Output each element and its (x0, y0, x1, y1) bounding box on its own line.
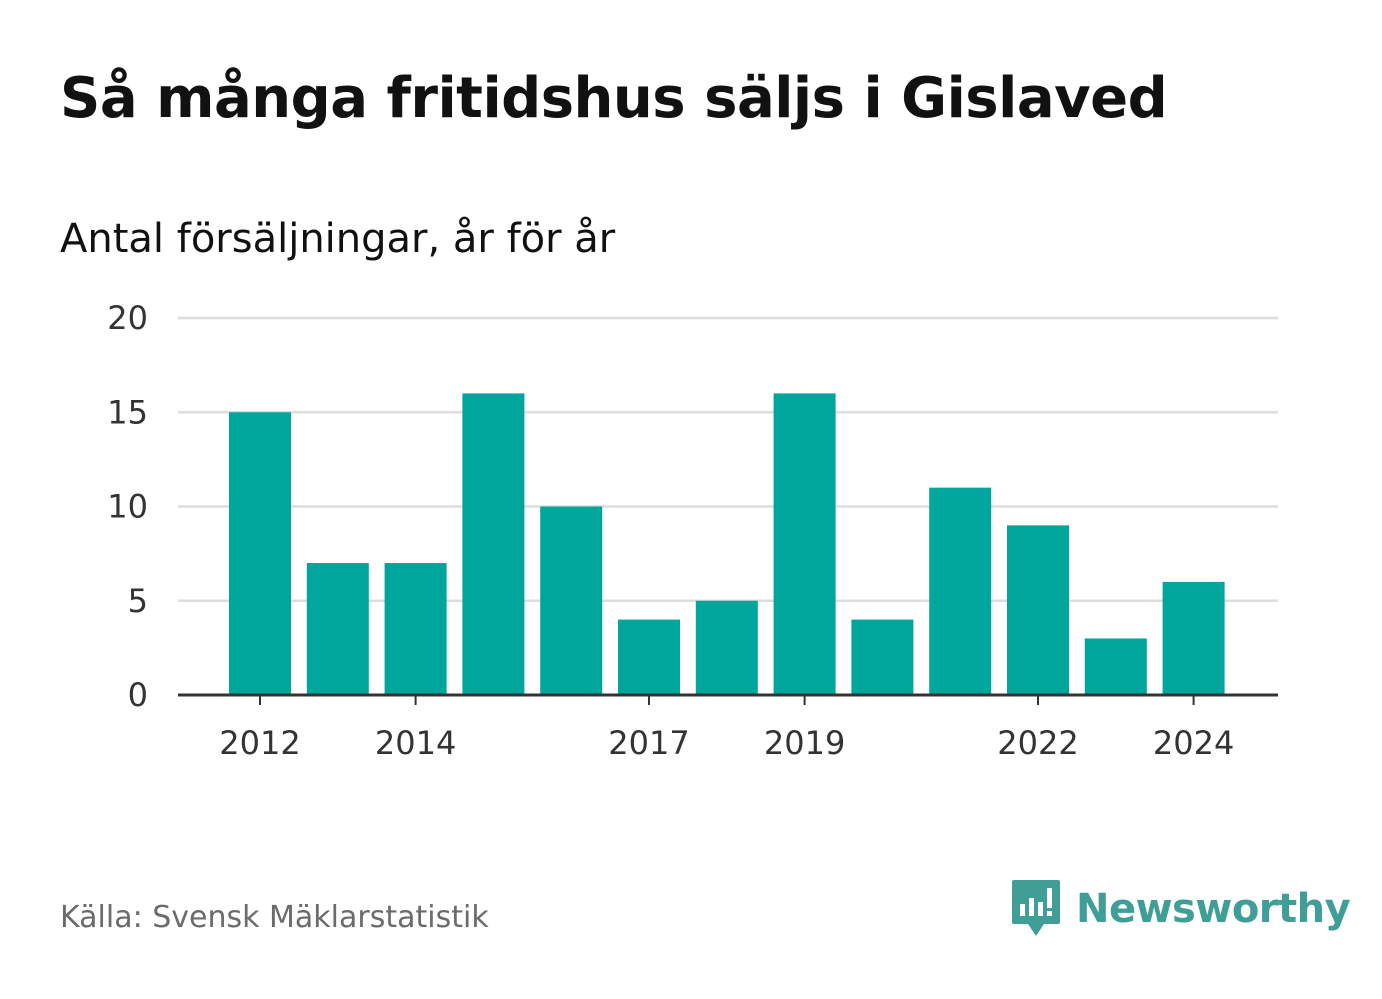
bar-2023 (1084, 638, 1147, 695)
y-tick-label: 10 (107, 488, 148, 526)
newsworthy-brand: Newsworthy (1010, 878, 1351, 940)
bar-2015 (462, 393, 525, 695)
y-tick-label: 20 (107, 299, 148, 337)
chart-title: Så många fritidshus säljs i Gislaved (60, 66, 1168, 131)
y-tick-label: 15 (107, 393, 148, 431)
bar-2022 (1007, 525, 1069, 695)
bar-2020 (851, 619, 914, 695)
x-tick-label: 2022 (997, 724, 1078, 762)
x-tick-label: 2017 (608, 724, 689, 762)
x-tick-label: 2014 (375, 724, 456, 762)
bars (229, 393, 1225, 695)
y-tick-label: 0 (128, 676, 148, 714)
chart-subtitle: Antal försäljningar, år för år (60, 216, 616, 262)
x-axis (178, 693, 1278, 705)
bar-2021 (929, 487, 992, 695)
bar-2013 (306, 563, 369, 695)
bar-2017 (618, 619, 680, 695)
source-note: Källa: Svensk Mäklarstatistik (60, 900, 489, 935)
bar-chart: 0 5 10 15 20 2012 2014 2017 2019 2022 2024 (107, 299, 1278, 762)
bar-2024 (1162, 581, 1225, 695)
x-tick-label: 2012 (219, 724, 300, 762)
bar-2018 (695, 600, 758, 695)
newsworthy-logo-icon (1012, 880, 1060, 936)
grid-lines (178, 316, 1278, 602)
bar-2019 (773, 393, 836, 695)
bar-2012 (229, 412, 291, 695)
brand-name: Newsworthy (1076, 886, 1351, 932)
x-tick-label: 2019 (764, 724, 845, 762)
bar-2014 (384, 563, 447, 695)
y-tick-label: 5 (128, 582, 148, 620)
bar-2016 (540, 506, 603, 695)
x-tick-label: 2024 (1153, 724, 1234, 762)
tick-labels: 0 5 10 15 20 2012 2014 2017 2019 2022 2024 (107, 299, 1234, 762)
